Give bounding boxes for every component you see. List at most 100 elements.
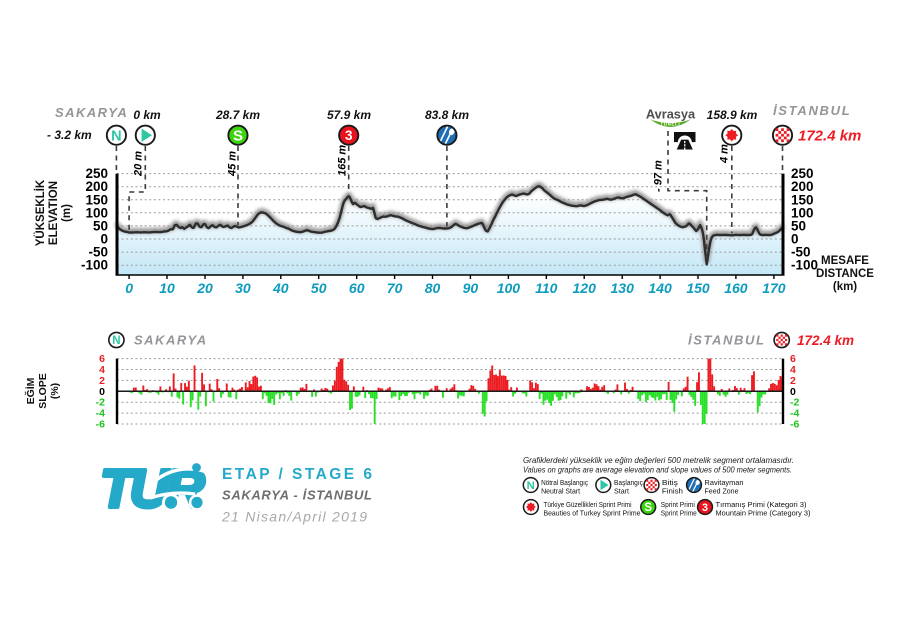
svg-text:3: 3	[702, 502, 708, 514]
svg-text:-2: -2	[96, 397, 105, 409]
svg-text:Sprint Primi: Sprint Primi	[661, 500, 695, 509]
svg-text:0: 0	[125, 280, 133, 296]
svg-text:150: 150	[791, 192, 814, 207]
svg-text:SAKARYA - İSTANBUL: SAKARYA - İSTANBUL	[222, 488, 372, 503]
svg-text:SAKARYA: SAKARYA	[134, 333, 208, 348]
svg-text:YÜKSEKLİK: YÜKSEKLİK	[34, 179, 47, 246]
svg-text:57.9 km: 57.9 km	[327, 108, 371, 122]
svg-text:10: 10	[159, 280, 175, 296]
svg-text:-6: -6	[790, 419, 799, 431]
svg-text:- 97 m: - 97 m	[653, 160, 665, 192]
svg-text:Beauties of Turkey Sprint Prim: Beauties of Turkey Sprint Prime	[544, 509, 641, 518]
svg-text:-4: -4	[790, 408, 799, 420]
svg-text:20 m: 20 m	[133, 151, 145, 177]
svg-text:160: 160	[724, 280, 748, 296]
svg-text:SLOPE: SLOPE	[37, 373, 49, 409]
svg-text:Tırmanış Primi (Kategori 3): Tırmanış Primi (Kategori 3)	[716, 500, 807, 509]
svg-text:6: 6	[99, 353, 105, 365]
svg-text:MESAFE: MESAFE	[821, 255, 869, 267]
svg-text:90: 90	[463, 280, 479, 296]
svg-text:SAKARYA: SAKARYA	[55, 105, 128, 120]
svg-text:50: 50	[93, 218, 108, 233]
svg-text:(m): (m)	[61, 204, 73, 222]
svg-text:3: 3	[345, 128, 353, 143]
svg-text:0: 0	[790, 386, 796, 398]
svg-text:40: 40	[272, 280, 289, 296]
svg-text:İSTANBUL: İSTANBUL	[688, 333, 766, 348]
svg-text:100: 100	[791, 205, 814, 220]
svg-text:Sprint Prime: Sprint Prime	[661, 509, 697, 518]
svg-text:Mountain Prime (Category 3): Mountain Prime (Category 3)	[716, 509, 811, 518]
svg-text:172.4 km: 172.4 km	[798, 127, 861, 144]
svg-text:200: 200	[85, 179, 108, 194]
svg-text:45 m: 45 m	[227, 151, 239, 177]
svg-text:0: 0	[791, 232, 799, 247]
svg-text:21 Nisan/April 2019: 21 Nisan/April 2019	[221, 509, 367, 525]
svg-text:4: 4	[99, 364, 105, 376]
svg-text:Avrasya: Avrasya	[646, 107, 696, 122]
svg-text:0: 0	[100, 232, 108, 247]
svg-text:Grafiklerdeki yükseklik ve eği: Grafiklerdeki yükseklik ve eğim değerler…	[523, 455, 794, 465]
svg-text:-50: -50	[791, 245, 811, 260]
svg-text:N: N	[527, 480, 535, 492]
svg-text:-50: -50	[88, 245, 108, 260]
svg-text:100: 100	[85, 205, 108, 220]
svg-text:172.4 km: 172.4 km	[797, 333, 854, 348]
svg-text:DISTANCE: DISTANCE	[816, 268, 874, 280]
svg-text:150: 150	[85, 192, 108, 207]
svg-text:Finish: Finish	[662, 487, 683, 496]
svg-text:28.7 km: 28.7 km	[215, 108, 260, 122]
svg-text:20: 20	[196, 280, 213, 296]
svg-text:-6: -6	[96, 419, 105, 431]
svg-text:50: 50	[311, 280, 327, 296]
svg-text:165 m: 165 m	[337, 145, 349, 176]
svg-text:S: S	[233, 128, 243, 145]
svg-text:110: 110	[535, 280, 558, 296]
svg-text:Türkiye Güzellikleri Sprint Pr: Türkiye Güzellikleri Sprint Primi	[544, 500, 632, 509]
svg-text:-2: -2	[790, 397, 799, 409]
svg-text:- 3.2 km: - 3.2 km	[47, 128, 92, 142]
svg-text:(km): (km)	[833, 281, 857, 293]
svg-text:2: 2	[99, 375, 105, 387]
svg-text:N: N	[111, 128, 121, 144]
svg-text:250: 250	[791, 166, 814, 181]
svg-text:250: 250	[85, 166, 108, 181]
svg-text:100: 100	[497, 280, 521, 296]
svg-text:TUR: TUR	[100, 459, 205, 519]
svg-text:130: 130	[611, 280, 635, 296]
svg-text:-100: -100	[81, 258, 108, 273]
svg-text:-100: -100	[791, 258, 818, 273]
svg-text:Nötral Başlangıç: Nötral Başlangıç	[541, 478, 588, 487]
svg-text:Values on graphs are average e: Values on graphs are average elevation a…	[523, 464, 792, 474]
svg-text:Ravitayman: Ravitayman	[705, 478, 744, 487]
svg-text:2: 2	[790, 375, 796, 387]
svg-text:Bitiş: Bitiş	[662, 478, 678, 487]
svg-text:158.9 km: 158.9 km	[707, 108, 758, 122]
svg-text:80: 80	[425, 280, 441, 296]
svg-text:ETAP / STAGE 6: ETAP / STAGE 6	[222, 466, 372, 483]
svg-text:0: 0	[99, 386, 105, 398]
svg-text:(%): (%)	[49, 383, 61, 399]
svg-text:140: 140	[648, 280, 672, 296]
svg-text:Neutral Start: Neutral Start	[541, 487, 580, 496]
svg-text:ELEVATION: ELEVATION	[48, 181, 60, 245]
svg-text:200: 200	[791, 179, 814, 194]
svg-text:0 km: 0 km	[133, 108, 161, 122]
svg-text:EĞİM: EĞİM	[24, 377, 37, 404]
svg-text:6: 6	[790, 353, 796, 365]
svg-text:170: 170	[762, 280, 786, 296]
svg-text:N: N	[112, 335, 120, 347]
svg-text:150: 150	[686, 280, 710, 296]
svg-text:TÜNELİ: TÜNELİ	[661, 122, 681, 127]
svg-text:83.8 km: 83.8 km	[425, 108, 469, 122]
svg-text:Feed Zone: Feed Zone	[705, 487, 739, 496]
svg-text:-4: -4	[96, 408, 105, 420]
svg-text:S: S	[644, 502, 652, 514]
svg-text:50: 50	[791, 218, 806, 233]
svg-text:70: 70	[387, 280, 403, 296]
svg-text:4: 4	[790, 364, 796, 376]
svg-text:4 m: 4 m	[719, 144, 731, 164]
svg-text:Başlangıç: Başlangıç	[614, 478, 643, 487]
svg-text:İSTANBUL: İSTANBUL	[773, 103, 851, 118]
svg-text:60: 60	[349, 280, 365, 296]
